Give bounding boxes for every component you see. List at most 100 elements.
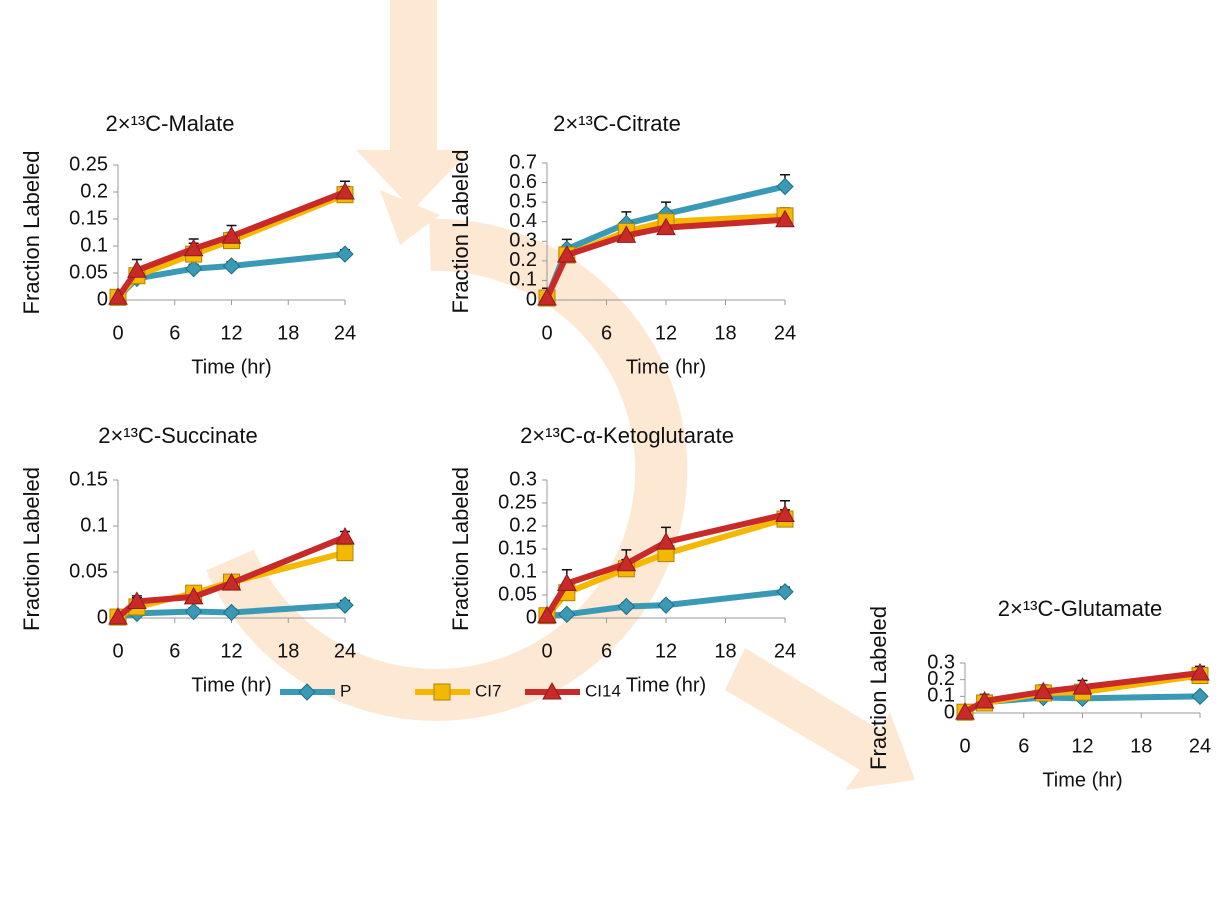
- marker: [108, 607, 128, 625]
- x-tick-label: 6: [169, 322, 180, 344]
- x-tick-label: 12: [220, 640, 242, 662]
- chart-title: 2×¹³C-Succinate: [98, 423, 258, 448]
- marker: [108, 287, 128, 305]
- x-tick-label: 6: [169, 640, 180, 662]
- marker: [222, 603, 241, 622]
- marker: [183, 238, 204, 257]
- marker: [537, 288, 557, 306]
- x-tick-label: 18: [1130, 735, 1152, 757]
- marker: [617, 597, 636, 616]
- x-tick-label: 0: [541, 640, 552, 662]
- y-tick-label: 0.2: [927, 668, 955, 690]
- x-tick-label: 12: [1071, 735, 1093, 757]
- marker: [221, 226, 242, 244]
- x-tick-label: 24: [334, 322, 356, 344]
- x-tick-label: 24: [334, 640, 356, 662]
- y-tick-label: 0.1: [80, 514, 108, 536]
- legend-label: P: [340, 681, 351, 700]
- marker: [1072, 677, 1093, 695]
- y-tick-label: 0: [526, 288, 537, 310]
- marker: [775, 209, 795, 228]
- legend-marker: [298, 683, 316, 701]
- cycle-ring: [206, 218, 688, 721]
- marker: [537, 605, 557, 624]
- legend-label: CI14: [585, 681, 621, 700]
- marker: [776, 177, 794, 196]
- chart-title: 2×¹³C-α-Ketoglutarate: [520, 423, 734, 448]
- y-tick-label: 0: [97, 288, 108, 310]
- x-tick-label: 24: [774, 640, 796, 662]
- y-tick-label: 0: [97, 606, 108, 628]
- marker: [974, 690, 995, 709]
- chart-title: 2×¹³C-Citrate: [553, 111, 681, 136]
- y-tick-label: 0.15: [69, 468, 108, 490]
- marker: [616, 553, 637, 572]
- marker: [556, 244, 577, 263]
- marker: [335, 527, 355, 545]
- chart-title: 2×¹³C-Glutamate: [998, 596, 1162, 621]
- y-axis-label: Fraction Labeled: [19, 151, 44, 315]
- y-tick-label: 0.4: [509, 210, 537, 232]
- x-tick-label: 18: [714, 322, 736, 344]
- x-tick-label: 24: [1189, 735, 1211, 757]
- marker: [336, 544, 354, 562]
- y-tick-label: 0.6: [509, 171, 537, 193]
- x-tick-label: 18: [714, 640, 736, 662]
- y-tick-label: 0.7: [509, 151, 537, 173]
- x-tick-label: 0: [541, 322, 552, 344]
- legend-marker: [433, 683, 451, 701]
- x-tick-label: 18: [277, 640, 299, 662]
- marker: [127, 591, 147, 609]
- y-tick-label: 0.2: [509, 249, 537, 271]
- y-tick-label: 0.3: [509, 230, 537, 252]
- legend-marker: [542, 681, 562, 700]
- y-tick-label: 0.2: [509, 514, 537, 536]
- marker: [775, 504, 795, 522]
- legend-label: CI7: [475, 681, 501, 700]
- marker: [1033, 681, 1054, 700]
- y-tick-label: 0.3: [509, 468, 537, 490]
- y-tick-label: 0.25: [498, 491, 537, 513]
- y-tick-label: 0.3: [927, 651, 955, 673]
- y-tick-label: 0.05: [69, 261, 108, 283]
- y-tick-label: 0: [944, 701, 955, 723]
- x-tick-label: 12: [220, 322, 242, 344]
- marker: [558, 605, 576, 624]
- x-axis-label: Time (hr): [626, 356, 706, 378]
- marker: [127, 260, 147, 278]
- x-axis-label: Time (hr): [191, 356, 271, 378]
- arrow-out: [725, 648, 915, 790]
- background-arrows: [206, 0, 915, 790]
- x-tick-label: 24: [774, 322, 796, 344]
- marker: [556, 573, 577, 591]
- marker: [656, 532, 676, 550]
- marker: [335, 181, 355, 200]
- x-axis-label: Time (hr): [191, 674, 271, 696]
- x-tick-label: 0: [112, 640, 123, 662]
- y-axis-label: Fraction Labeled: [19, 467, 44, 631]
- y-axis-label: Fraction Labeled: [866, 606, 891, 770]
- marker: [336, 245, 354, 263]
- marker: [656, 217, 676, 236]
- y-tick-label: 0.1: [927, 685, 955, 707]
- cycle-head: [380, 190, 440, 245]
- y-tick-label: 0.05: [69, 560, 108, 582]
- x-tick-label: 6: [601, 322, 612, 344]
- marker: [657, 596, 675, 614]
- marker: [222, 257, 241, 275]
- marker: [184, 259, 203, 278]
- y-tick-label: 0.1: [509, 560, 537, 582]
- y-tick-label: 0: [526, 606, 537, 628]
- arrow-down: [356, 0, 470, 210]
- y-tick-label: 0.1: [80, 234, 108, 256]
- y-tick-label: 0.15: [498, 537, 537, 559]
- y-tick-label: 0.5: [509, 190, 537, 212]
- y-tick-label: 0.2: [80, 180, 108, 202]
- x-tick-label: 18: [277, 322, 299, 344]
- x-tick-label: 12: [655, 640, 677, 662]
- y-axis-label: Fraction Labeled: [448, 467, 473, 631]
- x-tick-label: 12: [655, 322, 677, 344]
- marker: [183, 586, 204, 605]
- y-tick-label: 0.1: [509, 269, 537, 291]
